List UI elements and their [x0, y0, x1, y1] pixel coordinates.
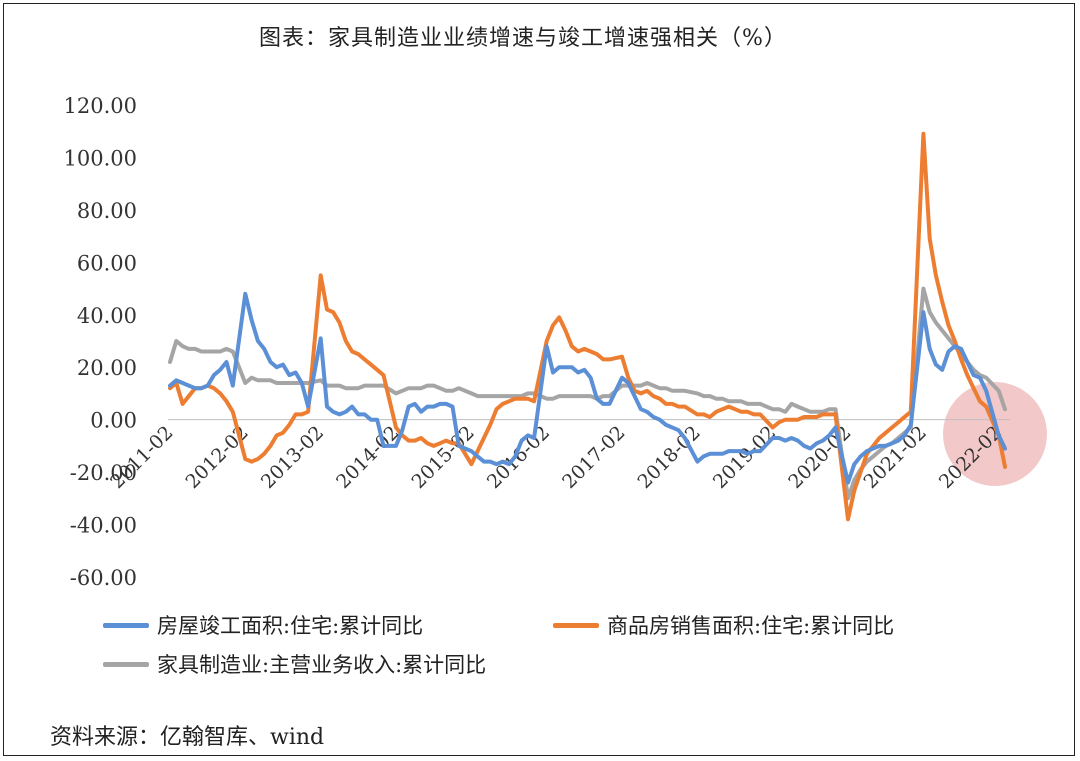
- y-tick-label: 0.00: [90, 409, 137, 433]
- legend-label-sales: 商品房销售面积:住宅:累计同比: [607, 614, 895, 638]
- series-line-sales: [168, 131, 1007, 522]
- x-tick-label: 2013-02: [257, 422, 328, 493]
- legend-item-sales: 商品房销售面积:住宅:累计同比: [553, 610, 894, 640]
- chart-title: 图表：家具制造业业绩增速与竣工增速强相关（%）: [259, 26, 787, 51]
- y-tick-label: 100.00: [64, 146, 137, 170]
- y-tick-label: -20.00: [70, 461, 137, 485]
- y-tick-label: -60.00: [70, 566, 137, 590]
- series-line-completion: [168, 291, 1007, 485]
- y-tick-label: 80.00: [77, 199, 137, 223]
- legend-label-furniture: 家具制造业:主营业务收入:累计同比: [157, 653, 487, 677]
- chart-frame: [3, 3, 1075, 756]
- y-tick-label: -40.00: [70, 514, 137, 538]
- source-note: 资料来源：亿翰智库、wind: [50, 725, 325, 750]
- x-tick-label: 2019-02: [709, 422, 780, 493]
- y-tick-label: 60.00: [77, 251, 137, 275]
- y-axis-tick-labels: 120.00 100.00 80.00 60.00 40.00 20.00 0.00 -20.…: [64, 94, 137, 590]
- legend-item-completion: 房屋竣工面积:住宅:累计同比: [103, 610, 423, 640]
- legend-label-completion: 房屋竣工面积:住宅:累计同比: [157, 614, 424, 638]
- legend-swatch-sales: [553, 622, 599, 628]
- legend-item-furniture: 家具制造业:主营业务收入:累计同比: [103, 649, 486, 679]
- legend-swatch-furniture: [103, 661, 149, 667]
- legend-swatch-completion: [103, 622, 149, 628]
- x-tick-label: 2014-02: [332, 422, 403, 493]
- series-lines: [168, 131, 1007, 522]
- highlight-circle: [943, 382, 1047, 486]
- y-tick-label: 40.00: [77, 304, 137, 328]
- y-tick-label: 20.00: [77, 356, 137, 380]
- x-tick-label: 2016-02: [483, 422, 554, 493]
- x-tick-label: 2017-02: [558, 422, 629, 493]
- y-tick-label: 120.00: [64, 94, 137, 118]
- x-tick-label: 2012-02: [181, 422, 252, 493]
